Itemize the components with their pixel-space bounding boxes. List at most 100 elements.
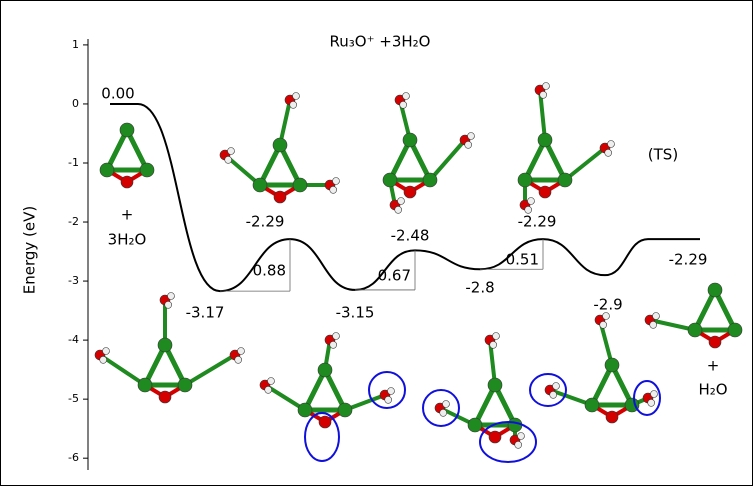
atom [708,283,722,297]
y-tick-label: -2 [68,215,79,228]
atom [543,83,550,90]
value-label: -2.9 [593,296,622,314]
atom [540,91,547,98]
atom [465,141,472,148]
atom [121,176,133,188]
y-axis-label: Energy (eV) [21,206,39,294]
atom [653,313,660,320]
barrier-label: 0.67 [378,267,411,285]
atom [140,163,154,177]
atom [235,356,242,363]
atom [165,301,172,308]
atom [488,378,502,392]
atom [468,133,475,140]
atom [395,206,402,213]
atom [330,186,337,193]
barrier-label: 0.88 [253,262,286,280]
atom [528,198,535,205]
atom [268,378,275,385]
atom [158,338,172,352]
atom [728,323,742,337]
atom [493,333,500,340]
atom [100,163,114,177]
atom [518,433,525,440]
y-tick-label: -5 [68,392,79,405]
atom [298,403,312,417]
annotation: (TS) [648,146,678,164]
atom [650,321,657,328]
atom [608,141,615,148]
atom [518,173,532,187]
atom [265,386,272,393]
y-tick-label: 0 [72,97,79,110]
atom [468,418,482,432]
atom [648,399,655,406]
atom [385,396,392,403]
barrier-label: 0.51 [506,251,539,269]
atom [688,323,702,337]
y-tick-label: -6 [68,451,79,464]
atom [603,313,610,320]
atom [423,173,437,187]
atom [330,341,337,348]
atom [550,391,557,398]
value-label: -3.15 [336,304,375,322]
atom [383,173,397,187]
atom [605,358,619,372]
atom [178,378,192,392]
atom [403,133,417,147]
atom [489,431,501,443]
atom [293,93,300,100]
atom [333,178,340,185]
atom [508,418,522,432]
value-label: -2.48 [391,227,430,245]
annotation: 3H₂O [108,231,147,249]
atom [403,93,410,100]
chart: Ru₃O⁺ +3H₂O Energy (eV) + 3H₂O (TS) + H₂… [0,0,753,486]
value-label: 0.00 [101,85,134,103]
atom [651,391,658,398]
atom [290,101,297,108]
atom [274,191,286,203]
value-label: -2.8 [465,279,494,297]
atom [600,321,607,328]
atom [318,363,332,377]
atom [138,378,152,392]
y-tick-label: 1 [72,38,79,51]
atom [605,149,612,156]
atom [333,333,340,340]
atom [225,156,232,163]
value-label: -2.29 [246,213,285,231]
annotation: H₂O [698,381,727,399]
annotation: + [121,206,134,224]
y-tick-label: -3 [68,274,79,287]
atom [319,416,331,428]
y-tick-label: -1 [68,156,79,169]
annotation: + [707,357,720,375]
atom [398,198,405,205]
atom [538,133,552,147]
atom [515,441,522,448]
atom [388,388,395,395]
atom [606,411,618,423]
atom [293,178,307,192]
atom [553,383,560,390]
atom [338,403,352,417]
value-label: -3.17 [186,304,225,322]
value-label: -2.29 [669,251,708,269]
atom [100,356,107,363]
atom [440,409,447,416]
atom [120,123,134,137]
atom [228,148,235,155]
atom [159,391,171,403]
atom [103,348,110,355]
atom [168,293,175,300]
atom [253,178,267,192]
atom [709,336,721,348]
atom [404,186,416,198]
y-tick-label: -4 [68,333,79,346]
atom [238,348,245,355]
atom [490,341,497,348]
atom [400,101,407,108]
atom [539,186,551,198]
